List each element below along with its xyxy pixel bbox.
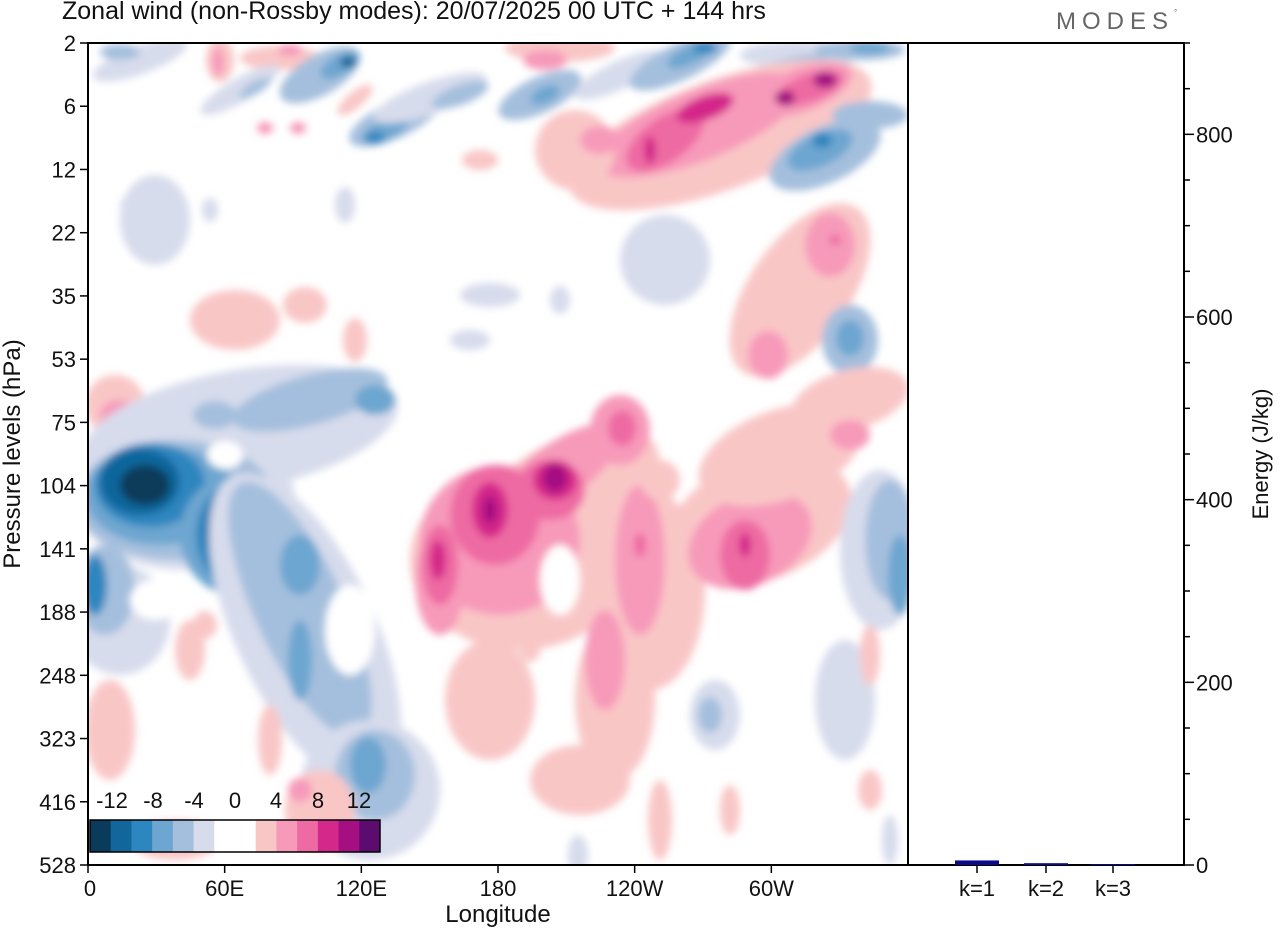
colorbar-swatch <box>338 820 360 852</box>
colorbar-label: 12 <box>347 788 371 813</box>
colorbar-swatch <box>172 820 195 852</box>
colorbar-swatch <box>131 820 153 852</box>
colorbar-swatch <box>90 820 112 852</box>
y-tick-label: 75 <box>52 410 76 435</box>
y-tick-label: 104 <box>39 474 76 499</box>
x-tick-label: 120W <box>606 876 664 901</box>
y-tick-label: 2 <box>64 31 76 56</box>
energy-bar <box>955 860 999 865</box>
energy-category-label: k=1 <box>959 876 995 901</box>
colorbar-swatch <box>110 820 132 852</box>
x-tick-label: 60E <box>205 876 244 901</box>
colorbar-label: 4 <box>270 788 282 813</box>
colorbar-swatches <box>90 820 381 852</box>
energy-category-label: k=3 <box>1095 876 1131 901</box>
y-tick-label: 416 <box>39 790 76 815</box>
colorbar-swatch <box>297 820 319 852</box>
x-tick-label: 60W <box>749 876 794 901</box>
y-tick-label: 141 <box>39 537 76 562</box>
energy-categories: k=1 k=2 k=3 <box>959 865 1131 901</box>
energy-panel-frame <box>907 42 1185 866</box>
colorbar-swatch <box>276 820 298 852</box>
y-tick-label: 22 <box>52 221 76 246</box>
y-tick-label: 323 <box>39 727 76 752</box>
y-tick-label: 12 <box>52 157 76 182</box>
chart-title: Zonal wind (non-Rossby modes): 20/07/202… <box>62 0 766 25</box>
modes-logo: MODES° <box>1056 8 1177 36</box>
pressure-axis: 2 6 12 22 35 53 75 104 141 188 248 323 416 528 <box>39 31 88 878</box>
colorbar-swatch <box>235 820 257 852</box>
colorbar-label: -12 <box>96 788 128 813</box>
colorbar-label: 8 <box>312 788 324 813</box>
energy-axis-title: Energy (J/kg) <box>1248 389 1273 520</box>
colorbar-swatch <box>359 820 381 852</box>
y-tick-label: 528 <box>39 853 76 878</box>
energy-bars <box>955 860 1135 866</box>
energy-tick-label: 200 <box>1196 670 1233 695</box>
energy-category-label: k=2 <box>1028 876 1064 901</box>
energy-bar <box>1024 863 1068 865</box>
energy-bar <box>1091 864 1135 866</box>
wind-field <box>88 43 908 865</box>
y-tick-label: 6 <box>64 94 76 119</box>
colorbar-label: -4 <box>184 788 204 813</box>
colorbar-swatch <box>214 820 236 852</box>
x-axis-title: Longitude <box>445 901 550 928</box>
energy-tick-label: 400 <box>1196 488 1233 513</box>
y-tick-label: 53 <box>52 347 76 372</box>
x-tick-label: 120E <box>336 876 387 901</box>
colorbar-label: -8 <box>143 788 163 813</box>
energy-tick-label: 800 <box>1196 122 1233 147</box>
colorbar-label: 0 <box>229 788 241 813</box>
y-tick-label: 188 <box>39 600 76 625</box>
colorbar-swatch <box>255 820 277 852</box>
colorbar-swatch <box>152 820 174 852</box>
energy-tick-label: 600 <box>1196 305 1233 330</box>
x-tick-label: 180 <box>480 876 517 901</box>
y-axis-title: Pressure levels (hPa) <box>0 339 26 568</box>
brand-mark: ° <box>1174 8 1178 17</box>
colorbar-swatch <box>317 820 340 852</box>
energy-axis: 0 200 400 600 800 <box>1184 42 1233 878</box>
y-tick-label: 35 <box>52 284 76 309</box>
colorbar-swatch <box>193 820 215 852</box>
x-tick-label: 0 <box>84 876 96 901</box>
brand-text: MODES <box>1056 8 1175 35</box>
energy-tick-label: 0 <box>1196 853 1208 878</box>
colorbar: -12 -8 -4 0 4 8 12 <box>89 788 381 853</box>
colorbar-frame <box>89 819 381 853</box>
y-tick-label: 248 <box>39 663 76 688</box>
longitude-axis: 0 60E 120E 180 120W 60W <box>84 865 794 901</box>
